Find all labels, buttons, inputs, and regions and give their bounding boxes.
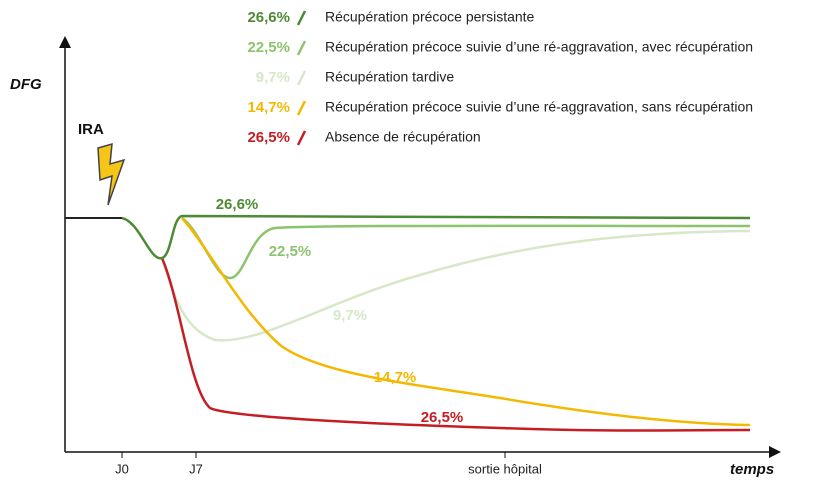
- curve-label: 26,5%: [421, 409, 464, 426]
- legend-label: Récupération tardive: [325, 69, 454, 85]
- curve: [160, 229, 751, 342]
- curve: [160, 257, 751, 432]
- curve: [121, 214, 751, 260]
- legend-label: Absence de récupération: [325, 129, 481, 145]
- x-tick-label: J0: [115, 461, 129, 476]
- legend-swatch: [296, 10, 307, 26]
- legend-label: Récupération précoce suivie d’une ré-agg…: [325, 99, 753, 115]
- curve-label: 14,7%: [374, 369, 417, 386]
- legend-percent: 26,6%: [247, 9, 290, 26]
- legend-percent: 22,5%: [247, 39, 290, 56]
- curve-label: 26,6%: [216, 196, 259, 213]
- curve: [181, 217, 751, 427]
- legend-swatch: [296, 100, 307, 116]
- legend-percent: 14,7%: [247, 99, 290, 116]
- legend-label: Récupération précoce suivie d’une ré-agg…: [325, 39, 753, 55]
- curve-label: 9,7%: [333, 307, 367, 324]
- x-tick-label: J7: [189, 461, 203, 476]
- legend-percent: 26,5%: [247, 129, 290, 146]
- curve-label: 22,5%: [269, 243, 312, 260]
- x-tick-label: sortie hôpital: [468, 461, 542, 476]
- lightning-icon: [97, 142, 126, 206]
- legend-swatch: [296, 70, 307, 86]
- event-label: IRA: [78, 121, 104, 138]
- curve: [181, 216, 751, 280]
- y-axis-label: DFG: [10, 76, 42, 93]
- x-axis-label: temps: [730, 461, 774, 478]
- legend-swatch: [296, 40, 307, 56]
- legend-label: Récupération précoce persistante: [325, 9, 535, 25]
- legend-percent: 9,7%: [256, 69, 290, 86]
- legend-swatch: [296, 130, 307, 146]
